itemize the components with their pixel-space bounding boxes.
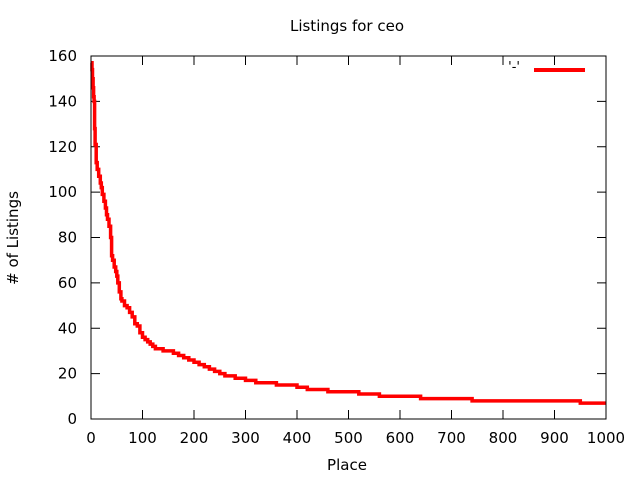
y-tick-label: 160 xyxy=(48,47,77,65)
x-tick-label: 400 xyxy=(283,429,312,447)
y-tick-label: 140 xyxy=(48,92,77,110)
x-tick-label: 600 xyxy=(386,429,415,447)
axis-tick-labels: 0 100 200 300 400 500 600 700 800 900 1000 0 20 40 60 8… xyxy=(48,47,625,447)
x-tick-label: 0 xyxy=(86,429,96,447)
axis-ticks xyxy=(90,55,607,420)
y-tick-label: 0 xyxy=(67,410,77,428)
x-tick-label: 100 xyxy=(128,429,157,447)
chart-title: Listings for ceo xyxy=(290,17,404,35)
x-tick-label: 500 xyxy=(334,429,363,447)
x-tick-label: 800 xyxy=(489,429,518,447)
x-tick-label: 700 xyxy=(437,429,466,447)
plot-frame xyxy=(90,55,607,420)
y-tick-label: 40 xyxy=(58,319,77,337)
series-line xyxy=(90,61,606,405)
legend-label: '-' xyxy=(508,60,520,75)
y-axis-label: # of Listings xyxy=(4,191,22,285)
x-axis-label: Place xyxy=(327,456,367,474)
legend: '-' xyxy=(508,60,585,75)
x-tick-label: 300 xyxy=(231,429,260,447)
y-tick-label: 120 xyxy=(48,138,77,156)
x-tick-label: 200 xyxy=(180,429,209,447)
y-tick-label: 80 xyxy=(58,229,77,247)
y-tick-label: 60 xyxy=(58,274,77,292)
y-tick-label: 20 xyxy=(58,365,77,383)
x-tick-label: 1000 xyxy=(587,429,625,447)
y-tick-label: 100 xyxy=(48,183,77,201)
x-tick-label: 900 xyxy=(540,429,569,447)
